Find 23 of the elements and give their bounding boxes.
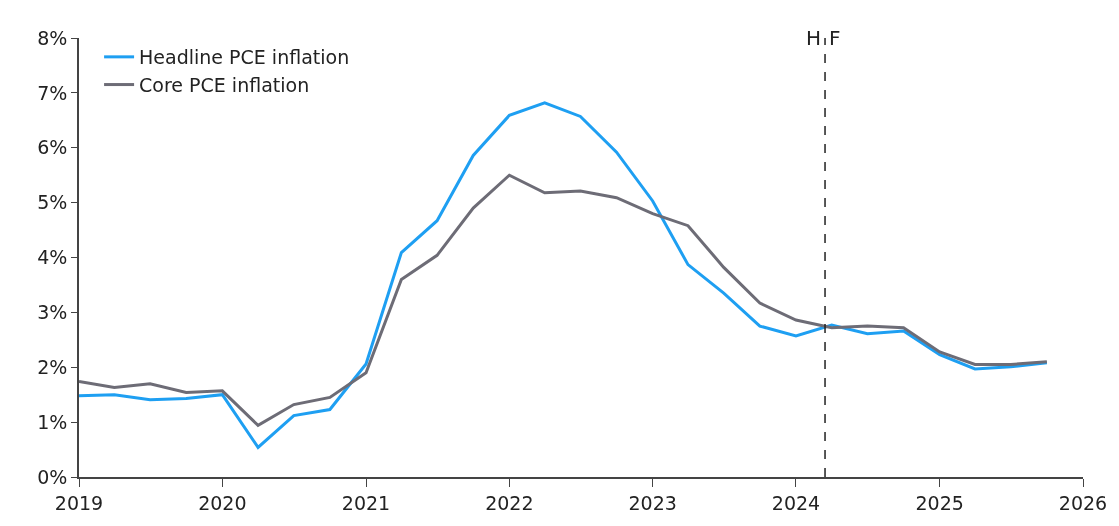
x-tick-label: 2020 — [198, 491, 247, 514]
x-tick-label: 2019 — [54, 491, 104, 514]
y-tick-label: 4% — [37, 246, 68, 269]
y-tick-label: 8% — [37, 26, 68, 49]
y-tick-label: 2% — [37, 355, 68, 378]
x-tick-label: 2024 — [771, 491, 821, 514]
y-tick-label: 0% — [37, 465, 68, 488]
y-tick-label: 1% — [37, 410, 68, 433]
line-series — [79, 101, 1049, 449]
line-series — [79, 173, 1049, 427]
y-tick-label: 3% — [37, 301, 68, 324]
x-tick-label: 2026 — [1058, 491, 1108, 514]
y-tick-label: 7% — [37, 81, 68, 104]
legend-label: Headline PCE inflation — [139, 46, 350, 69]
y-tick-label: 6% — [37, 136, 68, 159]
annotation: H — [806, 26, 822, 50]
y-tick-label: 5% — [37, 191, 68, 214]
x-tick-label: 2021 — [341, 491, 391, 514]
annotation: F — [829, 26, 841, 50]
x-tick-label: 2023 — [628, 491, 677, 514]
x-tick-label: 2025 — [915, 491, 964, 514]
x-tick-label: 2022 — [485, 491, 534, 514]
legend-label: Core PCE inflation — [139, 73, 310, 96]
